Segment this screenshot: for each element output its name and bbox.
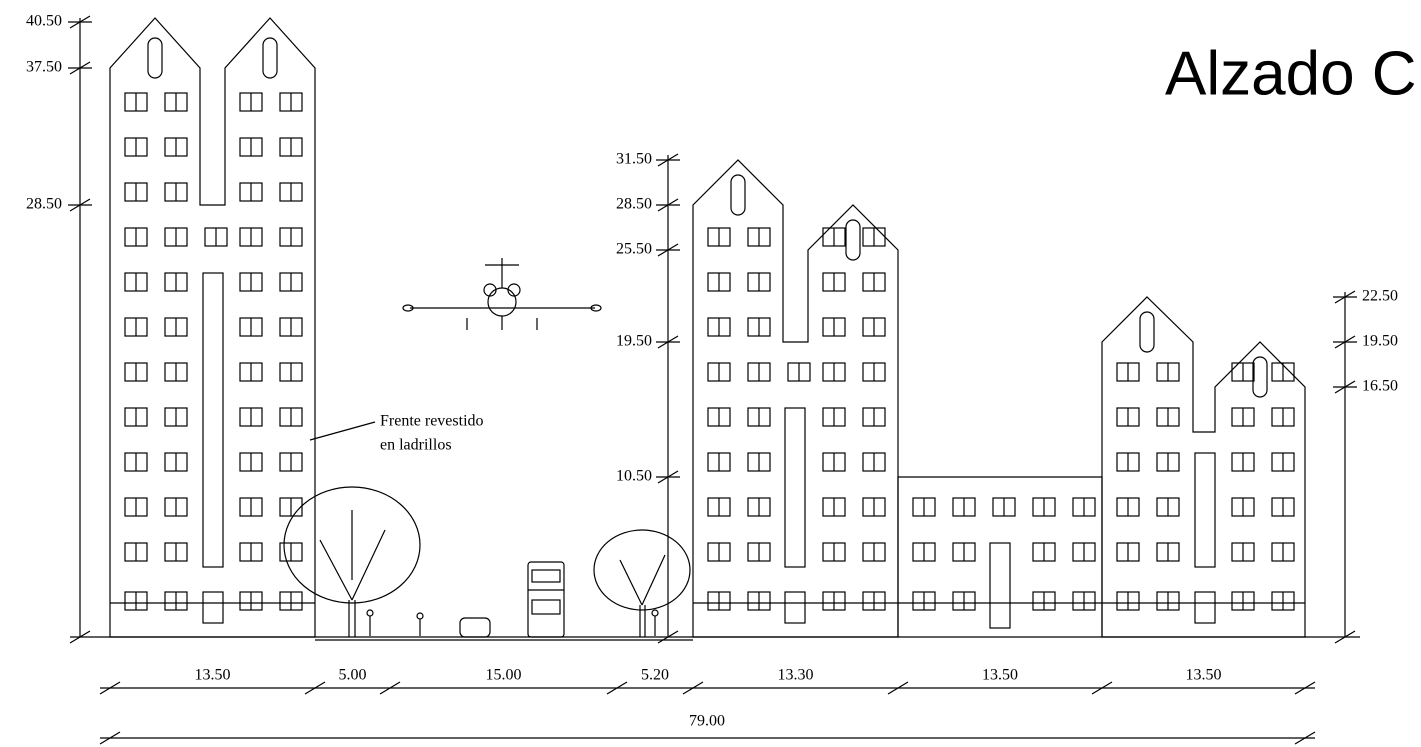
window-strip [989, 542, 1011, 629]
window-strip [784, 407, 806, 568]
tick-mark [69, 15, 91, 29]
tick-mark [682, 681, 704, 695]
dimension-label: 15.00 [486, 667, 522, 684]
door [202, 591, 224, 624]
level-label: 22.50 [1362, 288, 1398, 305]
tick-mark [657, 243, 679, 257]
level-label: 25.50 [616, 241, 652, 258]
labels: 40.50 37.50 28.50 31.50 28.50 25.50 19.50 10.50… [26, 13, 1398, 745]
person-icon [366, 609, 659, 636]
level-label: 28.50 [616, 196, 652, 213]
level-label: 16.50 [1362, 378, 1398, 395]
dimension-label: 13.50 [1186, 667, 1222, 684]
tick-mark [657, 630, 679, 644]
level-label: 19.50 [616, 333, 652, 350]
building-middle [692, 159, 899, 638]
tick-mark [304, 681, 326, 695]
level-label: 19.50 [1362, 333, 1398, 350]
window-strip [202, 272, 224, 568]
annotation-text: en ladrillos [380, 437, 452, 454]
door [1194, 591, 1216, 624]
tick-mark [1091, 681, 1113, 695]
dimension-label: 13.30 [778, 667, 814, 684]
tick-mark [657, 335, 679, 349]
tick-mark [887, 681, 909, 695]
tick-mark [1294, 731, 1316, 745]
building-right [1101, 296, 1306, 638]
level-label: 37.50 [26, 59, 62, 76]
door [784, 591, 806, 624]
tick-mark [379, 681, 401, 695]
tick-mark [1334, 380, 1356, 394]
annotation-text: Frente revestido [380, 413, 484, 430]
tick-mark [1334, 290, 1356, 304]
drawing-title: Alzado C [1165, 39, 1417, 108]
dimension-label: 13.50 [982, 667, 1018, 684]
tick-mark [69, 198, 91, 212]
tick-mark [1334, 335, 1356, 349]
level-label: 28.50 [26, 196, 62, 213]
level-label: 31.50 [616, 151, 652, 168]
dimension-label: 5.00 [339, 667, 367, 684]
gable-windows [147, 37, 1268, 398]
tick-mark [657, 153, 679, 167]
windows [110, 92, 1305, 629]
window-strip [1194, 452, 1216, 568]
tick-mark [69, 630, 91, 644]
tick-mark [606, 681, 628, 695]
tree-icon [283, 486, 691, 637]
tick-mark [99, 731, 121, 745]
leader-line [309, 421, 376, 441]
tick-mark [1294, 681, 1316, 695]
level-label: 40.50 [26, 13, 62, 30]
building-left [109, 17, 316, 638]
tick-mark [69, 61, 91, 75]
vehicle-icon [459, 561, 565, 638]
tick-mark [657, 470, 679, 484]
dimension-label: 5.20 [641, 667, 669, 684]
level-label: 10.50 [616, 468, 652, 485]
airplane-icon [402, 258, 602, 330]
tick-mark [657, 198, 679, 212]
tick-mark [99, 681, 121, 695]
dimension-label: 79.00 [689, 713, 725, 730]
building-low [897, 476, 1103, 637]
tick-mark [1334, 630, 1356, 644]
dimension-label: 13.50 [195, 667, 231, 684]
